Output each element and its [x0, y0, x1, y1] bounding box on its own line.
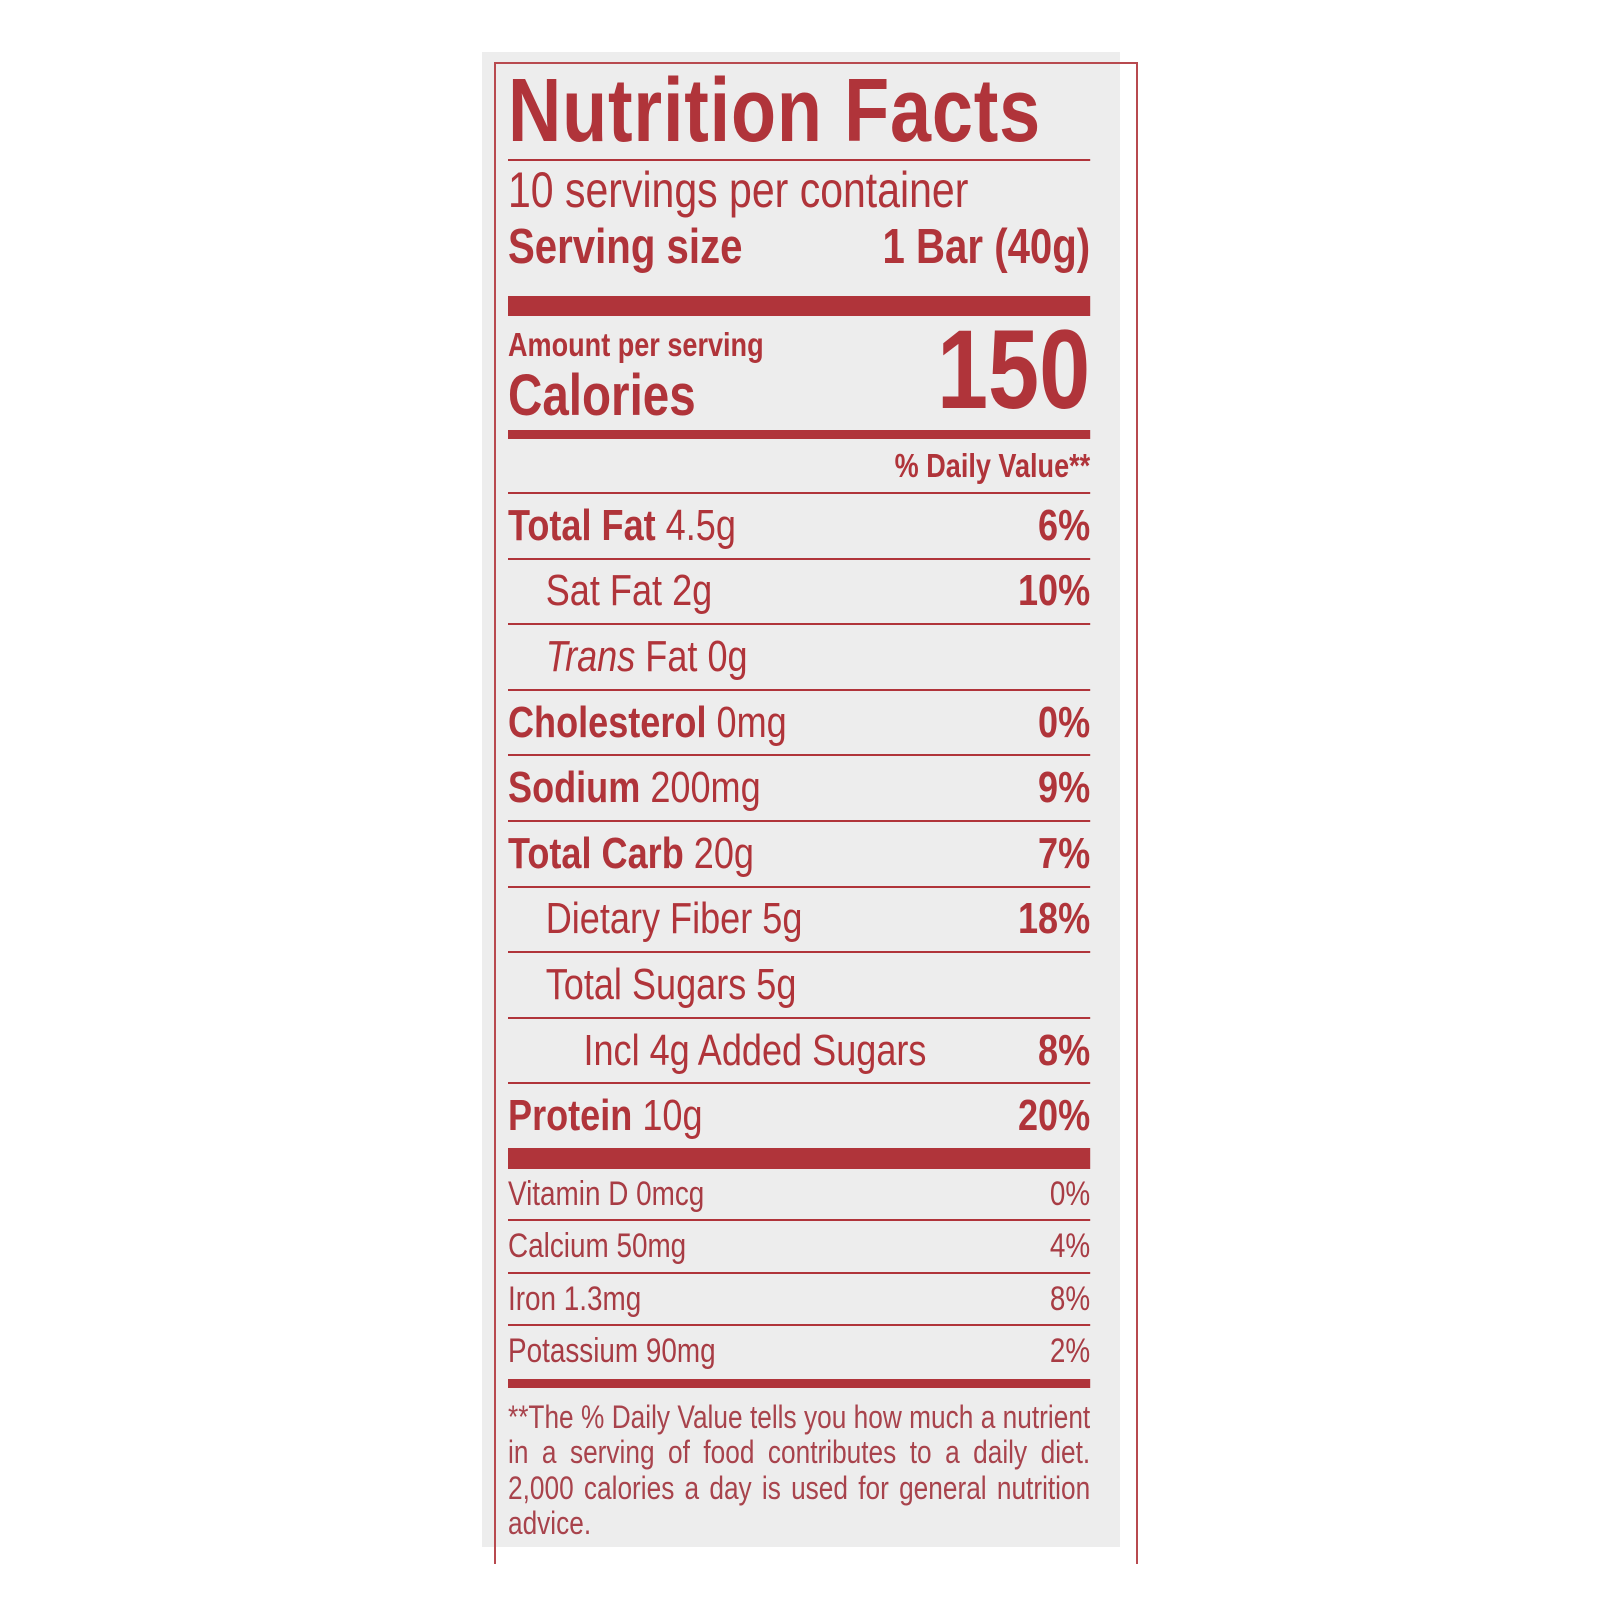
nutrient-label: Incl 4g Added Sugars [583, 1025, 927, 1075]
vitamin-daily-value: 8% [1049, 1279, 1091, 1318]
nutrient-daily-value: 20% [1017, 1091, 1091, 1141]
medium-divider [508, 1378, 1091, 1388]
nutrient-daily-value: 8% [1038, 1025, 1091, 1075]
serving-size-value: 1 Bar (40g) [882, 220, 1091, 274]
nutrient-amount: 4.5g [665, 500, 736, 550]
nutrient-row: Protein 10g 20% [508, 1082, 1091, 1148]
calories-label: Calories [508, 363, 696, 428]
footnote: **The % Daily Value tells you how much a… [508, 1398, 1091, 1542]
nutrient-daily-value: 7% [1038, 828, 1091, 878]
nutrient-row: Sodium 200mg 9% [508, 754, 1091, 820]
nutrient-daily-value: 6% [1038, 500, 1091, 550]
nutrient-label: Protein [508, 1091, 633, 1141]
nutrient-label: Trans [545, 631, 636, 681]
nutrient-row: Sat Fat 2g 10% [508, 557, 1091, 624]
vitamin-row: Calcium 50mg 4% [508, 1219, 1091, 1272]
vitamin-daily-value: 4% [1049, 1227, 1091, 1266]
nutrient-row: Dietary Fiber 5g 18% [508, 885, 1091, 952]
medium-divider [508, 430, 1091, 439]
nutrient-name: Cholesterol 0mg [508, 698, 787, 748]
vitamin-daily-value: 2% [1049, 1332, 1091, 1371]
nutrient-row: Total Carb 20g 7% [508, 819, 1091, 886]
nutrient-name: Incl 4g Added Sugars [583, 1026, 926, 1076]
nutrient-label: Sodium [508, 763, 641, 813]
vitamin-name: Iron 1.3mg [508, 1279, 642, 1318]
thick-divider [508, 296, 1091, 316]
vitamin-name: Potassium 90mg [508, 1332, 716, 1371]
nutrient-amount: 5g [756, 959, 797, 1009]
vitamin-row: Vitamin D 0mcg 0% [508, 1169, 1090, 1220]
nutrient-amount: 2g [672, 566, 713, 616]
nutrient-amount: 5g [762, 894, 803, 944]
nutrient-row: Trans Fat 0g [508, 623, 1091, 689]
nutrient-amount: 0g [707, 631, 748, 681]
serving-size: Serving size 1 Bar (40g) [508, 217, 1090, 277]
nutrient-label: Dietary Fiber [545, 894, 753, 944]
nutrient-row: Total Fat 4.5g 6% [508, 492, 1091, 558]
serving-size-label: Serving size [508, 220, 743, 274]
nutrient-label: Cholesterol [508, 697, 707, 747]
nutrient-daily-value: 0% [1038, 697, 1091, 747]
nutrient-daily-value: 18% [1017, 894, 1091, 944]
nutrient-name: Sat Fat 2g [546, 566, 712, 616]
nutrient-row: Cholesterol 0mg 0% [508, 688, 1091, 755]
nutrient-name: Trans Fat 0g [546, 632, 748, 682]
daily-value-header: % Daily Value** [894, 447, 1091, 484]
calories-value: 150 [936, 307, 1091, 432]
nutrient-amount: 0mg [716, 697, 787, 747]
vitamin-list: Vitamin D 0mcg 0% Calcium 50mg 4% Iron 1.3mg… [508, 1169, 1091, 1377]
nutrient-name: Total Sugars 5g [546, 960, 797, 1010]
nutrient-label: Total Carb [508, 828, 684, 878]
calories-section: Amount per serving Calories 150 [508, 307, 1091, 432]
nutrient-label: Total Fat [508, 500, 656, 550]
nutrient-row: Total Sugars 5g [508, 951, 1091, 1017]
vitamin-row: Potassium 90mg 2% [508, 1324, 1091, 1377]
nutrient-amount: 20g [693, 828, 754, 878]
thick-divider [508, 1147, 1091, 1169]
vitamin-daily-value: 0% [1049, 1174, 1091, 1213]
nutrient-name: Total Fat 4.5g [508, 501, 736, 551]
nutrient-daily-value: 9% [1038, 763, 1091, 813]
nutrient-name: Protein 10g [508, 1091, 703, 1141]
nutrient-label: Total Sugars [545, 959, 747, 1009]
servings-per-container: 10 servings per container [508, 162, 969, 218]
amount-per-serving: Amount per serving [508, 326, 764, 363]
nutrient-list: Total Fat 4.5g 6% Sat Fat 2g 10% Trans Fat 0… [508, 492, 1091, 1148]
divider [508, 159, 1091, 161]
nutrient-name: Sodium 200mg [508, 763, 761, 813]
nutrient-row: Incl 4g Added Sugars 8% [508, 1016, 1091, 1083]
nutrient-name: Dietary Fiber 5g [546, 894, 803, 944]
nutrient-amount: 10g [642, 1091, 703, 1141]
label-border [494, 62, 1138, 1564]
nutrition-facts: Nutrition Facts 10 servings per containe… [508, 61, 1091, 1542]
vitamin-row: Iron 1.3mg 8% [508, 1271, 1091, 1325]
nutrient-amount: 200mg [650, 763, 761, 813]
vitamin-name: Calcium 50mg [508, 1227, 687, 1266]
nutrition-label-panel: Nutrition Facts 10 servings per containe… [482, 52, 1138, 1564]
label-title: Nutrition Facts [508, 61, 1042, 161]
vitamin-name: Vitamin D 0mcg [508, 1174, 705, 1213]
nutrient-label-suffix: Fat [645, 631, 698, 681]
nutrient-label: Sat Fat [545, 566, 663, 616]
nutrient-name: Total Carb 20g [508, 829, 754, 879]
nutrient-daily-value: 10% [1017, 566, 1091, 616]
